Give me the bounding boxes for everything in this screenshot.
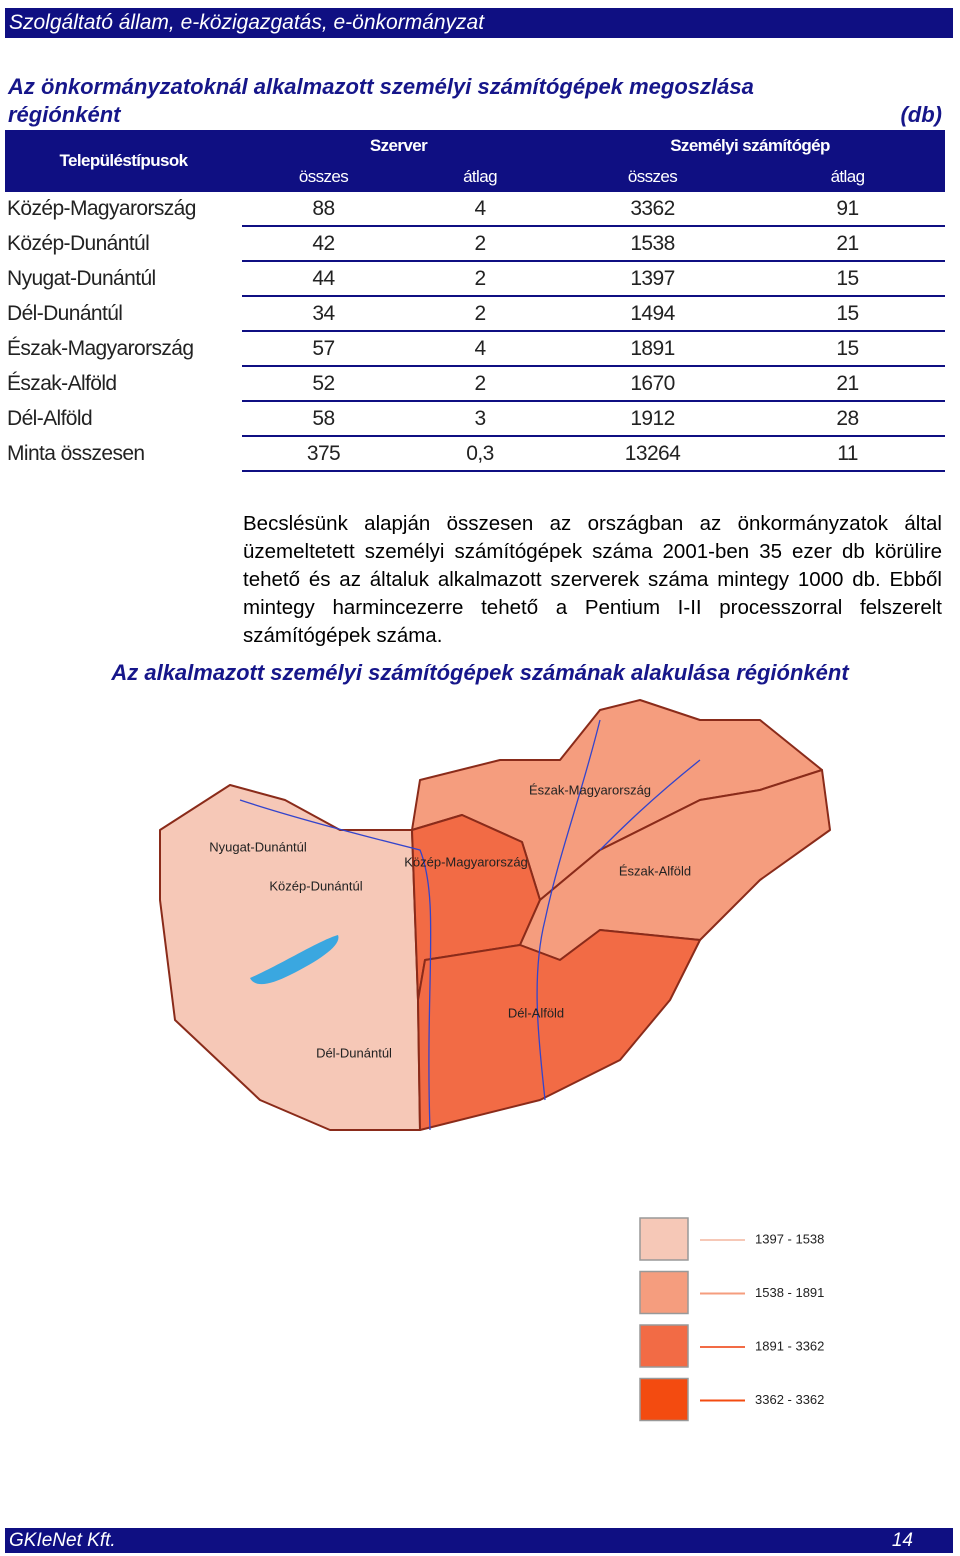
- row-label: Közép-Magyarország: [5, 192, 242, 227]
- region-label: Közép-Magyarország: [404, 854, 528, 869]
- row-label: Nyugat-Dunántúl: [5, 261, 242, 297]
- cell: 15: [750, 296, 945, 332]
- lake: [250, 935, 339, 985]
- cell: 58: [242, 401, 405, 437]
- cell: 13264: [555, 436, 750, 472]
- row-label: Minta összesen: [5, 436, 242, 472]
- cell: 2: [405, 296, 555, 332]
- section-title: régiónként: [8, 102, 121, 127]
- cell: 88: [242, 192, 405, 227]
- subheader: összes: [242, 161, 405, 192]
- unit: (db): [900, 102, 942, 127]
- region-label: Észak-Magyarország: [529, 782, 651, 797]
- subheader: átlag: [750, 161, 945, 192]
- river: [599, 759, 701, 851]
- cell: 1891: [555, 331, 750, 367]
- cell: 1912: [555, 401, 750, 437]
- region-west: [159, 784, 421, 1131]
- table: Településtípusok Szerver Személyi számítóg…: [5, 130, 945, 472]
- row-label: Közép-Dunántúl: [5, 226, 242, 262]
- footer-company: GKIeNet Kft.: [9, 1530, 116, 1551]
- cell: 34: [242, 296, 405, 332]
- table-row: Minta összesen 375 0,3 13264 11: [5, 436, 945, 472]
- legend-label: 1891 - 3362: [755, 1338, 824, 1353]
- legend-swatch: [639, 1324, 689, 1368]
- legend-swatch: [639, 1270, 689, 1315]
- river: [239, 799, 432, 1131]
- footer-bar: GKIeNet Kft. 14: [5, 1528, 953, 1553]
- subheader: összes: [555, 161, 750, 192]
- subheader: átlag: [405, 161, 555, 192]
- river: [536, 719, 601, 1101]
- cell: 1397: [555, 261, 750, 297]
- legend-label: 3362 - 3362: [755, 1392, 824, 1407]
- legend-label: 1538 - 1891: [755, 1285, 824, 1300]
- region-label: Észak-Alföld: [619, 863, 691, 878]
- row-label: Észak-Alföld: [5, 366, 242, 402]
- legend-swatch: [639, 1377, 689, 1422]
- cell: 2: [405, 261, 555, 297]
- group-header: Személyi számítógép: [555, 130, 945, 161]
- page-number: 14: [891, 1530, 913, 1551]
- cell: 2: [405, 226, 555, 262]
- cell: 375: [242, 436, 405, 472]
- cell: 42: [242, 226, 405, 262]
- cell: 4: [405, 192, 555, 227]
- cell: 3362: [555, 192, 750, 227]
- region-del-a: [417, 929, 701, 1131]
- cell: 3: [405, 401, 555, 437]
- subheader-row: összes átlag összes átlag: [5, 161, 945, 192]
- row-label: Észak-Magyarország: [5, 331, 242, 367]
- cell: 15: [750, 331, 945, 367]
- cell: 15: [750, 261, 945, 297]
- row-label: Dél-Dunántúl: [5, 296, 242, 332]
- group-header: Szerver: [242, 130, 555, 161]
- cell: 52: [242, 366, 405, 402]
- section-title: Az önkormányzatoknál alkalmazott személy…: [8, 74, 754, 99]
- cell: 91: [750, 192, 945, 227]
- header-row: Településtípusok Szerver Személyi számítóg…: [5, 130, 945, 192]
- header-bar: Szolgáltató állam, e-közigazgatás, e-önk…: [5, 8, 953, 38]
- map-title: Az alkalmazott személyi számítógépek szá…: [111, 660, 849, 685]
- table-row: Észak-Alföld 52 2 1670 21: [5, 366, 945, 402]
- region-label: Dél-Alföld: [508, 1005, 564, 1020]
- header-title: Szolgáltató állam, e-közigazgatás, e-önk…: [9, 11, 485, 34]
- region-label: Közép-Dunántúl: [269, 878, 362, 893]
- row-label: Dél-Alföld: [5, 401, 242, 437]
- table-row: Dél-Dunántúl 34 2 1494 15: [5, 296, 945, 332]
- legend-label: 1397 - 1538: [755, 1231, 824, 1246]
- cell: 28: [750, 401, 945, 437]
- table-row: Észak-Magyarország 57 4 1891 15: [5, 331, 945, 367]
- cell: 1670: [555, 366, 750, 402]
- cell: 1538: [555, 226, 750, 262]
- cell: 2: [405, 366, 555, 402]
- cell: 21: [750, 366, 945, 402]
- region-label: Nyugat-Dunántúl: [209, 839, 307, 854]
- cell: 11: [750, 436, 945, 472]
- cell: 4: [405, 331, 555, 367]
- table-row: Dél-Alföld 58 3 1912 28: [5, 401, 945, 437]
- table-row: Közép-Dunántúl 42 2 1538 21: [5, 226, 945, 262]
- paragraph: Becslésünk alapján összesen az országban…: [243, 512, 942, 647]
- row-label-header: Településtípusok: [5, 130, 242, 192]
- cell: 57: [242, 331, 405, 367]
- region-label: Dél-Dunántúl: [316, 1045, 392, 1060]
- table-row: Közép-Magyarország 88 4 3362 91: [5, 192, 945, 227]
- cell: 1494: [555, 296, 750, 332]
- legend-swatch: [639, 1217, 689, 1261]
- cell: 44: [242, 261, 405, 297]
- cell: 21: [750, 226, 945, 262]
- table-row: Nyugat-Dunántúl 44 2 1397 15: [5, 261, 945, 297]
- cell: 0,3: [405, 436, 555, 472]
